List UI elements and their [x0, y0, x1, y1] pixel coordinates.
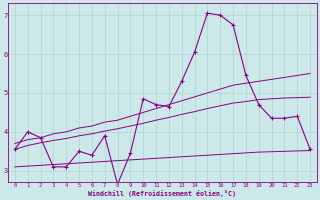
- X-axis label: Windchill (Refroidissement éolien,°C): Windchill (Refroidissement éolien,°C): [88, 190, 236, 197]
